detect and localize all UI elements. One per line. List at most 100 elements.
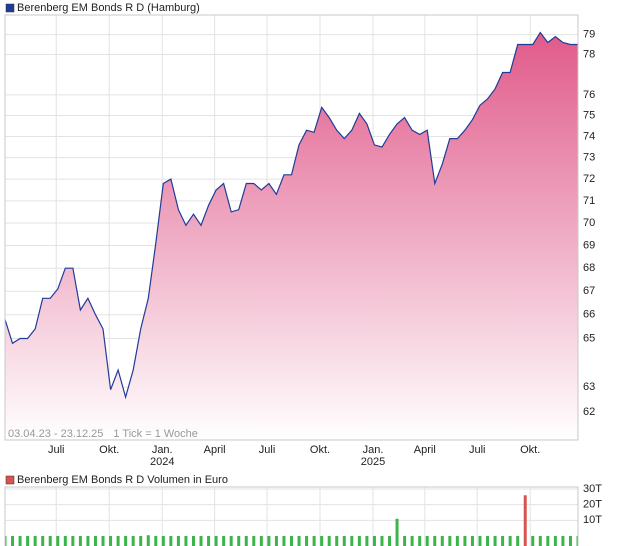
volume-bar <box>403 536 407 546</box>
volume-bar <box>463 536 467 546</box>
volume-bar <box>33 536 37 546</box>
volume-bar <box>199 536 203 546</box>
volume-bar <box>576 536 578 546</box>
volume-bar <box>26 536 30 546</box>
volume-bar <box>131 536 135 546</box>
volume-bar <box>327 536 331 546</box>
volume-bar <box>71 536 75 546</box>
volume-bar <box>388 536 392 546</box>
y-tick-label: 67 <box>583 285 595 297</box>
volume-bar <box>11 536 15 546</box>
volume-bars <box>5 495 578 546</box>
x-tick-label: Okt. <box>520 444 540 456</box>
legend-label: Berenberg EM Bonds R D Volumen in Euro <box>17 474 228 486</box>
y-tick-label: 69 <box>583 239 595 251</box>
x-tick-label: April <box>204 444 226 456</box>
volume-bar <box>312 536 316 546</box>
volume-bar <box>538 536 542 546</box>
volume-bar <box>93 536 97 546</box>
volume-bar <box>305 536 309 546</box>
legend-label: Berenberg EM Bonds R D (Hamburg) <box>17 2 200 14</box>
volume-bar <box>493 536 497 546</box>
volume-bar <box>418 536 422 546</box>
volume-bar <box>244 536 248 546</box>
y-tick-label: 65 <box>583 332 595 344</box>
y-tick-label: 78 <box>583 48 595 60</box>
volume-bar <box>455 536 459 546</box>
volume-bar <box>169 536 173 546</box>
volume-bar <box>433 536 437 546</box>
volume-bar <box>146 535 150 546</box>
volume-bar <box>56 536 60 546</box>
volume-bar <box>395 518 399 546</box>
y-tick-label: 62 <box>583 406 595 418</box>
volume-bar <box>350 536 354 546</box>
x-tick-label: Juli <box>469 444 486 456</box>
volume-bar <box>63 536 67 546</box>
volume-bar <box>335 536 339 546</box>
y-tick-label: 72 <box>583 173 595 185</box>
volume-bar <box>568 536 572 546</box>
volume-bar <box>508 536 512 546</box>
y-tick-label: 79 <box>583 29 595 41</box>
volume-bar <box>214 536 218 546</box>
volume-bar <box>207 536 211 546</box>
volume-bar <box>342 536 346 546</box>
price-line <box>4 31 578 400</box>
volume-bar <box>222 536 226 546</box>
volume-bar <box>553 536 557 546</box>
y-tick-label: 76 <box>583 89 595 101</box>
volume-bar <box>267 536 271 546</box>
volume-bar <box>229 536 233 546</box>
y-tick-label: 68 <box>583 262 595 274</box>
volume-bar <box>357 536 361 546</box>
volume-bar <box>184 536 188 546</box>
volume-bar <box>78 536 82 546</box>
volume-bar <box>109 536 113 546</box>
volume-bar <box>116 536 120 546</box>
volume-bar <box>5 536 7 546</box>
volume-bar <box>380 536 384 546</box>
x-tick-label: April <box>414 444 436 456</box>
y-tick-label: 73 <box>583 152 595 164</box>
x-tick-label: Jan. <box>363 444 384 456</box>
volume-bar <box>478 536 482 546</box>
volume-bar <box>320 536 324 546</box>
volume-bar <box>297 536 301 546</box>
tick-note: 1 Tick = 1 Woche <box>113 428 197 440</box>
volume-bar <box>252 536 256 546</box>
y-tick-label: 70 <box>583 217 595 229</box>
volume-bar <box>365 536 369 546</box>
volume-bar <box>259 536 263 546</box>
volume-bar <box>18 536 22 546</box>
volume-bar <box>501 536 505 546</box>
y-tick-label: 30T <box>583 483 602 495</box>
x-tick-label: Okt. <box>99 444 119 456</box>
range-note-dates: 03.04.23 - 23.12.25 <box>8 428 103 440</box>
y-tick-label: 74 <box>583 130 595 142</box>
x-tick-label: Jan. <box>152 444 173 456</box>
volume-bar <box>290 536 293 546</box>
y-tick-label: 63 <box>583 381 595 393</box>
volume-bar <box>139 536 143 546</box>
volume-bar <box>176 536 180 546</box>
volume-bar <box>101 536 105 546</box>
volume-bar <box>161 536 165 546</box>
y-tick-label: 10T <box>583 514 602 526</box>
volume-bar <box>154 536 158 546</box>
volume-bar <box>410 536 414 546</box>
y-tick-label: 71 <box>583 195 595 207</box>
volume-bar <box>440 536 444 546</box>
volume-bar <box>546 536 550 546</box>
volume-bar <box>41 536 45 546</box>
volume-bar <box>561 536 565 546</box>
year-label: 2024 <box>150 456 174 468</box>
y-tick-label: 75 <box>583 109 595 121</box>
range-note: 03.04.23 - 23.12.25 1 Tick = 1 Woche <box>8 428 198 440</box>
x-tick-label: Juli <box>259 444 276 456</box>
volume-bar <box>282 536 286 546</box>
x-tick-label: Okt. <box>310 444 330 456</box>
volume-bar <box>274 536 278 546</box>
volume-bar <box>86 536 90 546</box>
legend-swatch <box>5 475 15 485</box>
